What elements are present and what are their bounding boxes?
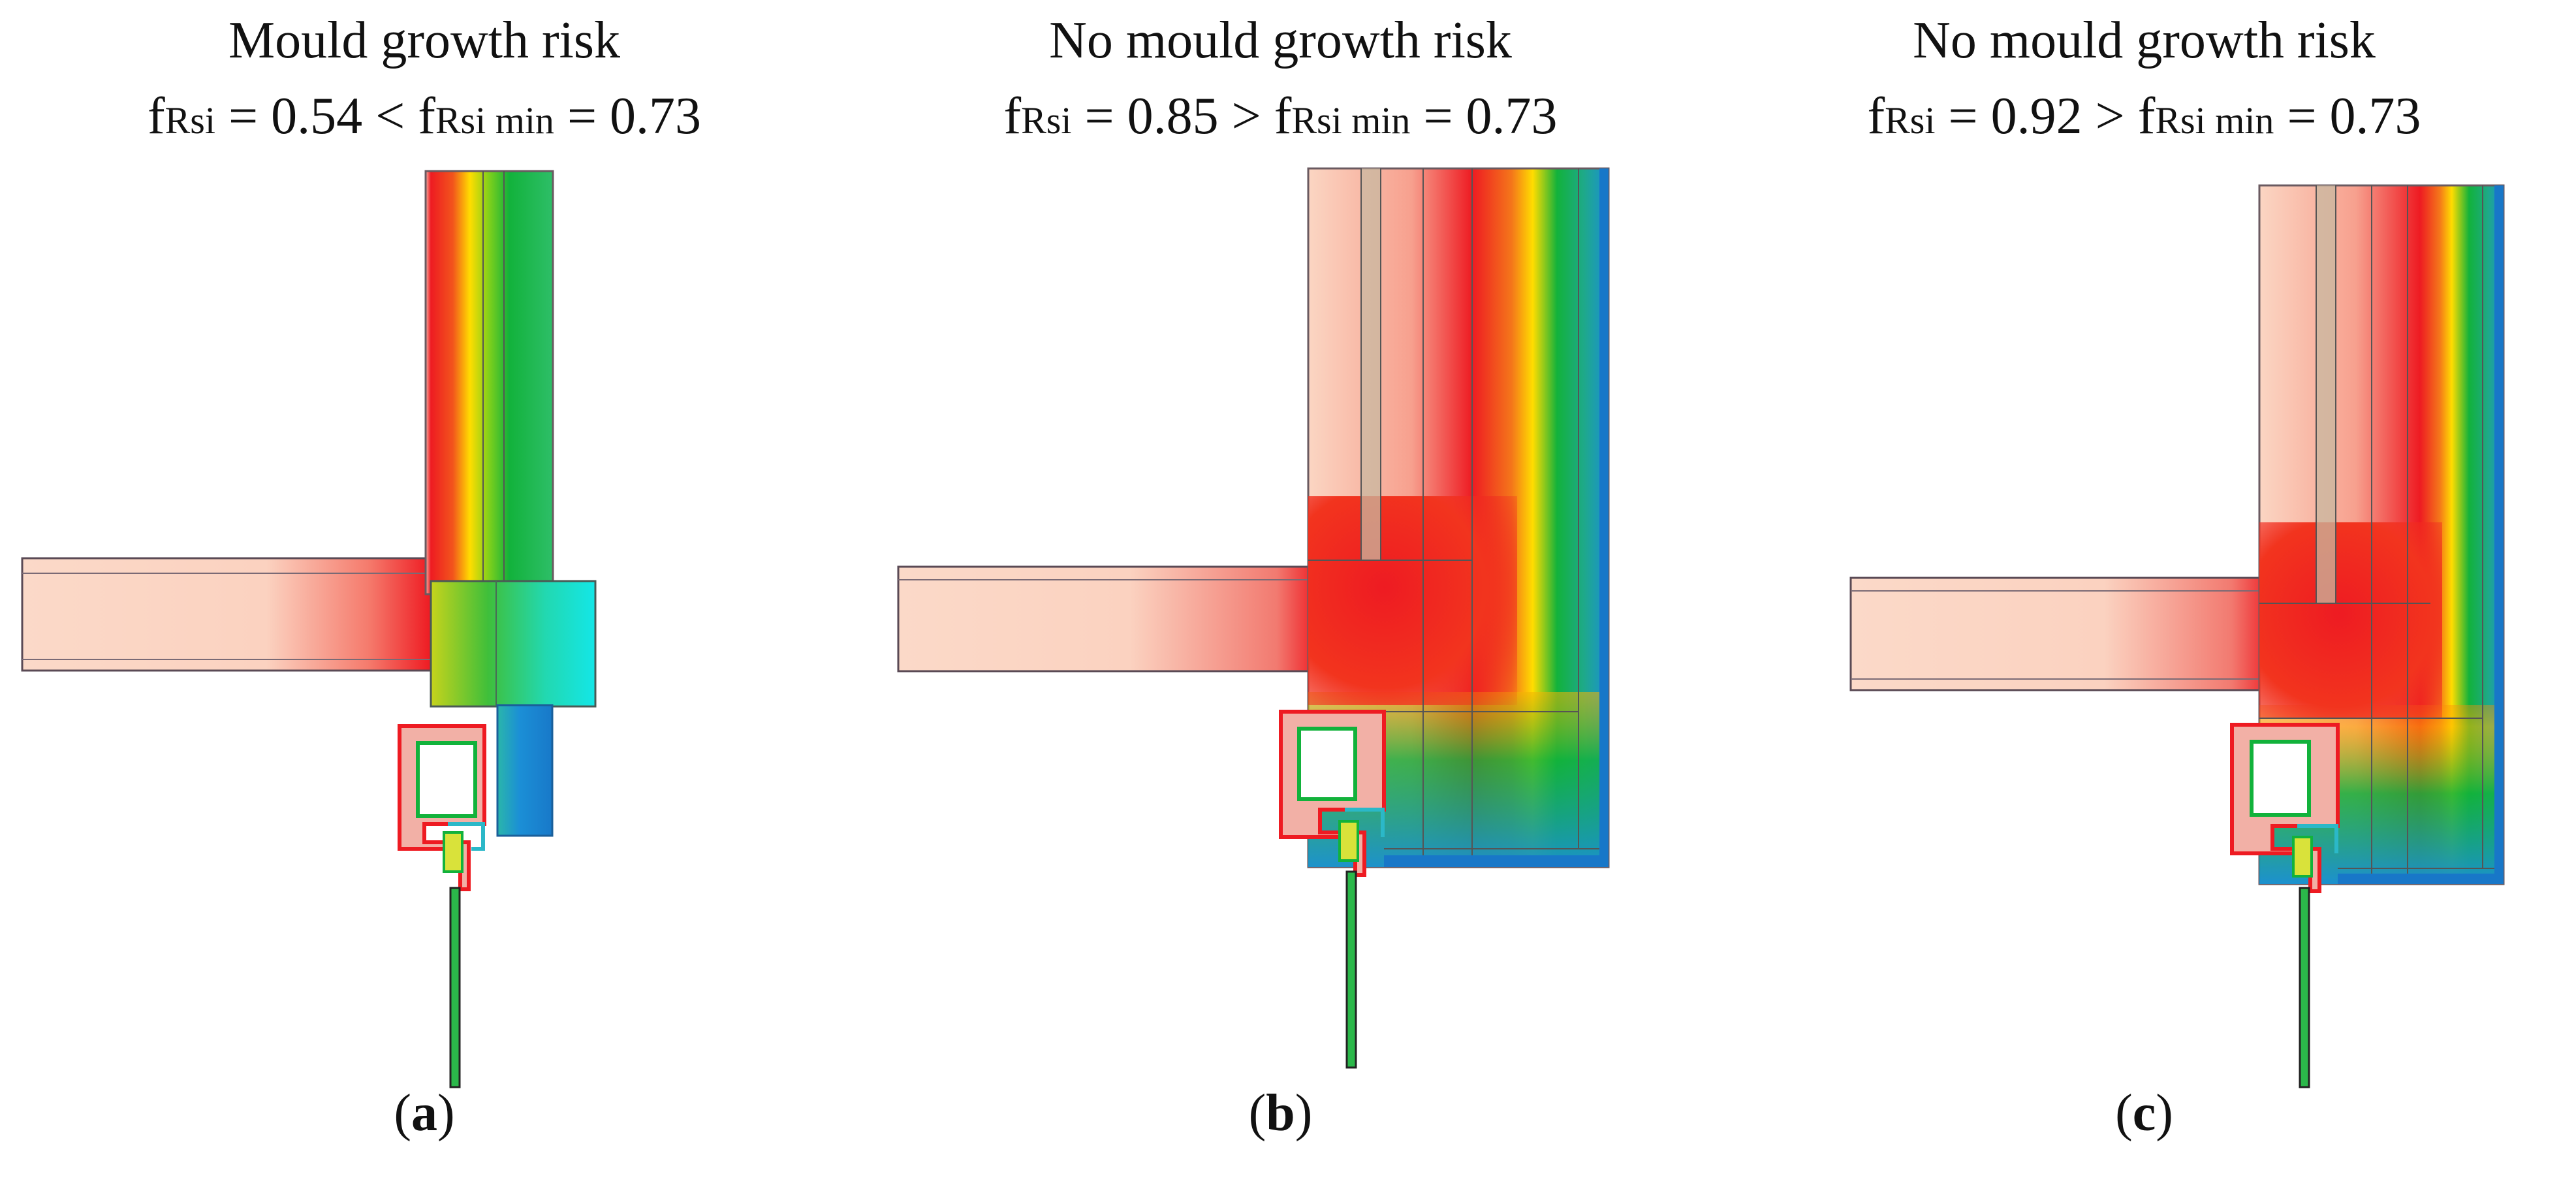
label-open: ( xyxy=(1248,1084,1266,1142)
label-letter: c xyxy=(2132,1084,2156,1142)
window-frame-b xyxy=(1279,710,1386,1069)
fRsi-symbol: f xyxy=(1003,87,1022,145)
label-letter: a xyxy=(411,1084,437,1142)
panel-a-heading: Mould growth risk xyxy=(228,12,620,69)
panel-b-fRsi-line: fRsi = 0.85 > fRsi min = 0.73 xyxy=(849,90,1712,142)
fRsi-min-value: = 0.73 xyxy=(2274,87,2421,145)
fRsi-subscript: Rsi xyxy=(165,99,215,142)
fRsi-min-value: = 0.73 xyxy=(1410,87,1558,145)
wall-slab-joint-a xyxy=(430,580,597,708)
fRsi-min-value: = 0.73 xyxy=(554,87,702,145)
floor-slab-b xyxy=(897,565,1324,673)
fRsi-symbol: f xyxy=(1867,87,1885,145)
floor-slab-c xyxy=(1849,577,2276,691)
fRsi-min-symbol: f xyxy=(2137,87,2156,145)
fRsi-subscript: Rsi xyxy=(1885,99,1936,142)
label-close: ) xyxy=(2156,1084,2173,1142)
fRsi-value: = 0.92 > xyxy=(1935,87,2138,145)
label-close: ) xyxy=(437,1084,455,1142)
fRsi-min-symbol: f xyxy=(1274,87,1292,145)
panel-a: Mould growth risk fRsi = 0.54 < fRsi min… xyxy=(0,0,849,1187)
thermal-simulation-c xyxy=(1849,184,2505,1088)
panel-c-fRsi-line: fRsi = 0.92 > fRsi min = 0.73 xyxy=(1712,90,2576,142)
fRsi-symbol: f xyxy=(147,87,165,145)
fRsi-min-subscript: Rsi min xyxy=(2155,99,2274,142)
panel-b-label: (b) xyxy=(849,1084,1712,1143)
lower-cladding-a xyxy=(496,704,554,837)
thermal-simulation-a xyxy=(21,170,597,1088)
label-letter: b xyxy=(1266,1084,1295,1142)
panel-a-fRsi-line: fRsi = 0.54 < fRsi min = 0.73 xyxy=(0,90,849,142)
fRsi-min-subscript: Rsi min xyxy=(1291,99,1411,142)
fRsi-min-subscript: Rsi min xyxy=(435,99,554,142)
panel-b-heading: No mould growth risk xyxy=(1049,12,1512,69)
floor-slab-a xyxy=(21,557,436,672)
fRsi-min-symbol: f xyxy=(418,87,435,145)
label-close: ) xyxy=(1295,1084,1313,1142)
label-open: ( xyxy=(2115,1084,2133,1142)
fRsi-subscript: Rsi xyxy=(1021,99,1072,142)
fRsi-value: = 0.54 < xyxy=(215,87,418,145)
panel-a-label: (a) xyxy=(0,1084,849,1143)
window-frame-c xyxy=(2230,723,2340,1088)
label-open: ( xyxy=(394,1084,411,1142)
thermal-simulation-b xyxy=(897,167,1610,1069)
fRsi-value: = 0.85 > xyxy=(1071,87,1274,145)
panel-c: No mould growth risk fRsi = 0.92 > fRsi … xyxy=(1712,0,2576,1187)
panel-c-heading: No mould growth risk xyxy=(1913,12,2376,69)
window-frame-a xyxy=(398,724,486,1088)
panel-b: No mould growth risk fRsi = 0.85 > fRsi … xyxy=(849,0,1712,1187)
panel-c-label: (c) xyxy=(1712,1084,2576,1143)
wall-a xyxy=(424,170,554,595)
